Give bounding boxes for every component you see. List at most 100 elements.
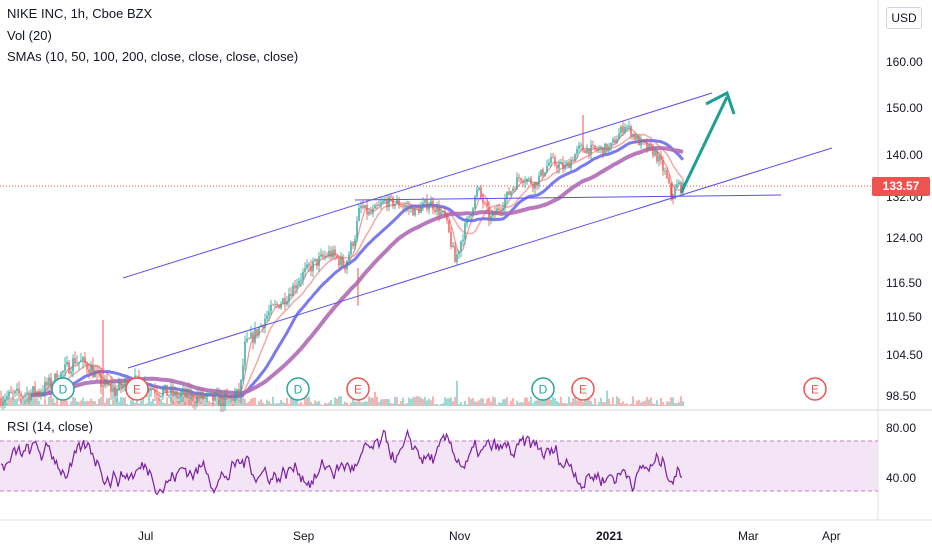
- volume-bar: [634, 404, 636, 406]
- candle-body: [574, 153, 576, 161]
- candle-body: [382, 200, 384, 203]
- volume-bar: [142, 397, 144, 406]
- volume-bar: [426, 400, 428, 406]
- channel-lower-line[interactable]: [127, 147, 833, 369]
- candle-body: [106, 379, 108, 385]
- candle-body: [264, 318, 266, 328]
- candle-body: [368, 211, 370, 215]
- candle-body: [38, 391, 40, 395]
- volume-bar: [444, 397, 446, 406]
- chart-title[interactable]: NIKE INC, 1h, Cboe BZX: [7, 6, 153, 21]
- volume-bar: [140, 400, 142, 406]
- volume-bar: [646, 397, 648, 406]
- candle-body: [0, 398, 2, 406]
- candle-body: [12, 393, 14, 394]
- volume-bar: [154, 403, 156, 406]
- candle-body: [122, 385, 124, 388]
- candle-body: [396, 200, 398, 204]
- candle-body: [300, 279, 302, 281]
- rsi-tick: 40.00: [886, 471, 916, 485]
- projection-arrow[interactable]: [679, 90, 736, 194]
- candle-body: [224, 393, 226, 407]
- candle-body: [200, 391, 202, 399]
- channel-upper-line[interactable]: [122, 92, 713, 279]
- candle-body: [10, 391, 12, 394]
- volume-bar: [644, 400, 646, 406]
- volume-bar: [390, 402, 392, 406]
- volume-bar: [344, 401, 346, 406]
- candle-body: [450, 232, 452, 247]
- rsi-legend[interactable]: RSI (14, close): [7, 419, 93, 434]
- volume-bar: [458, 403, 460, 406]
- volume-bar: [674, 403, 676, 406]
- volume-bar: [454, 397, 456, 406]
- volume-bar: [484, 403, 486, 406]
- volume-bar: [416, 396, 418, 406]
- volume-bar: [524, 397, 526, 406]
- volume-bar: [92, 400, 94, 406]
- currency-button[interactable]: USD: [886, 7, 922, 29]
- candle-body: [22, 396, 24, 398]
- volume-bar: [168, 403, 170, 406]
- candle-body: [400, 206, 402, 207]
- volume-bar: [202, 396, 204, 406]
- volume-bar: [60, 398, 62, 406]
- candle-body: [384, 199, 386, 201]
- volume-bar: [124, 397, 126, 406]
- rsi-band: [0, 441, 878, 491]
- event-marker-label: D: [539, 383, 548, 397]
- candle-body: [256, 328, 258, 336]
- candle-body: [508, 191, 510, 195]
- volume-bar: [452, 401, 454, 406]
- candle-body: [608, 146, 610, 152]
- volume-bar: [658, 404, 660, 406]
- volume-bar: [462, 404, 464, 406]
- volume-bar: [552, 396, 554, 406]
- volume-bar: [302, 404, 304, 406]
- volume-bar: [408, 397, 410, 406]
- volume-bar: [586, 396, 588, 406]
- candle-body: [314, 258, 316, 261]
- candle-body: [680, 182, 682, 193]
- candle-body: [216, 392, 218, 394]
- volume-bar: [164, 403, 166, 406]
- candle-body: [218, 392, 220, 406]
- volume-bar: [612, 397, 614, 406]
- candle-body: [194, 401, 196, 404]
- volume-bar: [384, 399, 386, 406]
- volume-bar: [360, 401, 362, 406]
- rsi-tick: 80.00: [886, 421, 916, 435]
- candle-body: [564, 165, 566, 170]
- candle-body: [514, 188, 516, 190]
- volume-bar: [238, 399, 240, 406]
- price-axis[interactable]: 160.00 150.00 140.00 132.00 124.00 116.5…: [886, 55, 923, 485]
- candle-body: [500, 210, 502, 211]
- candle-body: [404, 206, 406, 208]
- volume-bar: [8, 396, 10, 406]
- volume-bar: [76, 401, 78, 406]
- volume-bar: [246, 403, 248, 406]
- sma-legend[interactable]: SMAs (10, 50, 100, 200, close, close, cl…: [7, 49, 299, 64]
- candle-body: [92, 364, 94, 378]
- volume-bar: [340, 396, 342, 406]
- volume-bar: [502, 399, 504, 406]
- candle-body: [444, 211, 446, 216]
- volume-bar: [324, 402, 326, 406]
- volume-bar: [304, 398, 306, 406]
- horizontal-support-line[interactable]: [354, 194, 782, 201]
- volume-legend[interactable]: Vol (20): [7, 28, 52, 43]
- volume-bar: [358, 399, 360, 406]
- volume-bar: [472, 398, 474, 406]
- volume-bar: [558, 402, 560, 406]
- volume-bar: [386, 398, 388, 406]
- volume-bar: [12, 396, 14, 406]
- volume-bar: [90, 398, 92, 406]
- volume-bar: [628, 404, 630, 406]
- time-axis[interactable]: Jul Sep Nov 2021 Mar Apr: [138, 529, 841, 543]
- candle-body: [592, 144, 594, 146]
- candle-body: [240, 379, 242, 396]
- candle-body: [124, 380, 126, 386]
- event-marker-label: D: [59, 383, 68, 397]
